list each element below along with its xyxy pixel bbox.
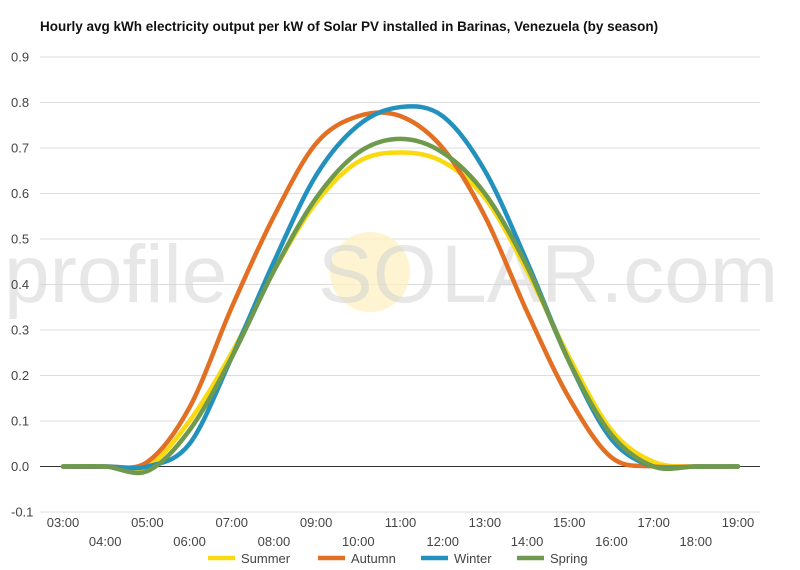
y-tick-label: 0.1	[11, 414, 29, 429]
x-tick-label: 08:00	[258, 534, 291, 549]
data-point-autumn	[483, 214, 487, 218]
y-tick-label: 0.3	[11, 323, 29, 338]
data-point-spring	[736, 464, 740, 468]
data-point-summer	[187, 419, 191, 423]
data-point-spring	[609, 432, 613, 436]
legend-label-winter: Winter	[454, 551, 492, 566]
y-tick-label: 0.7	[11, 141, 29, 156]
data-point-autumn	[272, 214, 276, 218]
y-tick-label: 0.5	[11, 232, 29, 247]
y-tick-label: 0.2	[11, 368, 29, 383]
data-point-winter	[483, 169, 487, 173]
data-point-winter	[356, 123, 360, 127]
data-point-spring	[145, 469, 149, 473]
y-tick-label: 0.9	[11, 50, 29, 65]
y-tick-label: 0.6	[11, 186, 29, 201]
x-tick-label: 17:00	[637, 515, 670, 530]
data-point-spring	[694, 464, 698, 468]
x-tick-label: 19:00	[722, 515, 755, 530]
x-tick-label: 13:00	[469, 515, 502, 530]
data-point-spring	[525, 264, 529, 268]
x-tick-label: 06:00	[173, 534, 206, 549]
x-tick-label: 16:00	[595, 534, 628, 549]
y-tick-label: -0.1	[11, 505, 33, 520]
y-axis-ticks: -0.1 0.0 0.1 0.2 0.3 0.4 0.5 0.6 0.7 0.8 0.9	[11, 50, 33, 520]
data-point-spring	[103, 464, 107, 468]
data-point-spring	[398, 137, 402, 141]
y-tick-label: 0.8	[11, 95, 29, 110]
data-point-spring	[356, 150, 360, 154]
data-point-summer	[398, 150, 402, 154]
data-point-autumn	[230, 305, 234, 309]
data-point-autumn	[525, 310, 529, 314]
watermark-text-left: profile	[4, 229, 227, 320]
data-point-autumn	[609, 455, 613, 459]
watermark-text-sun: SO	[318, 229, 436, 320]
data-point-spring	[314, 196, 318, 200]
x-tick-label: 18:00	[680, 534, 713, 549]
data-point-autumn	[567, 396, 571, 400]
data-point-winter	[314, 173, 318, 177]
data-point-spring	[651, 464, 655, 468]
watermark-sun-icon	[330, 232, 410, 312]
grid-layer	[40, 56, 760, 513]
data-point-winter	[187, 442, 191, 446]
x-tick-label: 07:00	[215, 515, 248, 530]
data-point-winter	[440, 114, 444, 118]
x-tick-label: 15:00	[553, 515, 586, 530]
legend-label-spring: Spring	[550, 551, 588, 566]
series-layer	[60, 104, 741, 476]
data-point-autumn	[314, 141, 318, 145]
x-tick-label: 09:00	[300, 515, 333, 530]
x-tick-label: 03:00	[47, 515, 80, 530]
watermark: profile SO LAR.com	[4, 229, 778, 320]
data-point-winter	[398, 105, 402, 109]
x-tick-label: 14:00	[511, 534, 544, 549]
legend-label-summer: Summer	[241, 551, 291, 566]
watermark-text-right: LAR.com	[441, 229, 778, 320]
legend: Summer Autumn Winter Spring	[208, 551, 588, 566]
x-tick-label: 12:00	[426, 534, 459, 549]
series-line-autumn	[60, 110, 741, 470]
data-point-autumn	[187, 405, 191, 409]
x-tick-label: 04:00	[89, 534, 122, 549]
x-tick-label: 10:00	[342, 534, 375, 549]
legend-label-autumn: Autumn	[351, 551, 396, 566]
data-point-spring	[483, 191, 487, 195]
data-point-spring	[230, 355, 234, 359]
data-point-summer	[440, 159, 444, 163]
y-tick-label: 0.0	[11, 459, 29, 474]
x-tick-label: 11:00	[385, 515, 417, 530]
data-point-spring	[187, 428, 191, 432]
series-line-spring	[60, 136, 741, 476]
data-point-autumn	[145, 460, 149, 464]
series-line-summer	[60, 150, 741, 473]
data-point-spring	[567, 360, 571, 364]
data-point-spring	[440, 150, 444, 154]
x-axis-ticks: 03:00 04:00 05:00 06:00 07:00 08:00 09:00 10:00…	[47, 515, 755, 549]
data-point-summer	[356, 159, 360, 163]
series-line-winter	[60, 104, 741, 471]
data-point-spring	[272, 269, 276, 273]
data-point-autumn	[356, 114, 360, 118]
x-tick-label: 05:00	[131, 515, 164, 530]
data-point-autumn	[398, 114, 402, 118]
y-tick-label: 0.4	[11, 277, 29, 292]
chart-title: Hourly avg kWh electricity output per kW…	[40, 19, 659, 34]
data-point-spring	[61, 464, 65, 468]
